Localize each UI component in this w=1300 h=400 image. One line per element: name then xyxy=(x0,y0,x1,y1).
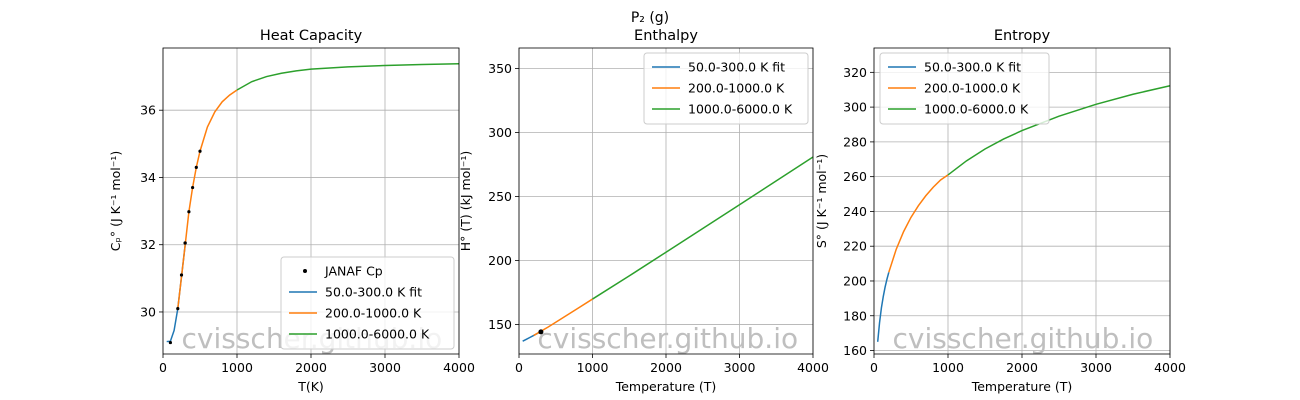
chart-title: Enthalpy xyxy=(634,28,698,44)
legend-label: 50.0-300.0 K fit xyxy=(325,285,422,300)
data-point xyxy=(176,307,180,311)
data-point xyxy=(187,210,191,214)
tick-label-x: 3000 xyxy=(1080,360,1112,375)
legend-label: 200.0-1000.0 K xyxy=(325,306,422,321)
data-point xyxy=(194,165,198,169)
series-lines xyxy=(522,156,814,342)
legend-label: 200.0-1000.0 K xyxy=(688,81,785,96)
legend: JANAF Cp 50.0-300.0 K fit 200.0-1000.0 K 10… xyxy=(280,256,455,350)
series-line-green xyxy=(236,63,460,91)
data-point xyxy=(198,149,202,153)
tick-label-x: 0 xyxy=(870,360,878,375)
data-points xyxy=(538,329,544,335)
watermark: cvisscher.github.io xyxy=(537,322,798,355)
x-axis-label: T(K) xyxy=(297,379,324,394)
y-axis-label: Cₚ° (J K⁻¹ mol⁻¹) xyxy=(108,151,123,251)
tick-label-y: 180 xyxy=(843,308,867,323)
tick-label-x: 4000 xyxy=(443,360,475,375)
legend-label: 50.0-300.0 K fit xyxy=(688,60,785,75)
figure-suptitle: P₂ (g) xyxy=(631,10,669,26)
tick-label-x: 1000 xyxy=(577,360,609,375)
x-axis-label: Temperature (T) xyxy=(971,379,1073,394)
tick-label-y: 160 xyxy=(843,343,867,358)
series-line-orange xyxy=(888,174,949,273)
series-line-green xyxy=(592,156,814,300)
watermark: cvisscher.github.io xyxy=(893,322,1154,355)
tick-label-x: 4000 xyxy=(797,360,829,375)
legend-label: 1000.0-6000.0 K xyxy=(688,102,793,117)
data-point xyxy=(179,273,184,277)
series-lines xyxy=(876,84,1171,342)
tick-label-y: 200 xyxy=(843,273,867,288)
data-point xyxy=(183,241,187,245)
tick-label-y: 320 xyxy=(843,65,867,80)
tick-label-y: 34 xyxy=(140,170,156,185)
legend-box xyxy=(280,256,455,350)
data-point xyxy=(538,329,544,335)
tick-label-y: 36 xyxy=(140,103,156,118)
tick-label-x: 0 xyxy=(515,360,523,375)
tick-label-y: 32 xyxy=(140,237,156,252)
tick-labels: 0 1000 2000 3000 4000 150 200 250 300 350 xyxy=(488,61,829,375)
tick-label-x: 4000 xyxy=(1154,360,1186,375)
legend-label: 200.0-1000.0 K xyxy=(924,81,1021,96)
tick-label-y: 260 xyxy=(843,169,867,184)
legend: 50.0-300.0 K fit 200.0-1000.0 K 1000.0-600… xyxy=(643,52,809,125)
y-axis-label: S° (J K⁻¹ mol⁻¹) xyxy=(814,154,829,248)
legend-label: JANAF Cp xyxy=(324,264,383,279)
series-line-orange xyxy=(533,298,593,337)
tick-label-x: 1000 xyxy=(932,360,964,375)
chart-title: Entropy xyxy=(994,28,1051,44)
tick-label-x: 2000 xyxy=(650,360,682,375)
legend-marker-point xyxy=(303,269,307,273)
tick-label-x: 1000 xyxy=(221,360,253,375)
legend-box xyxy=(879,52,1050,125)
tick-label-y: 200 xyxy=(488,253,512,268)
chart-panel-2: cvisscher.github.io 0 1000 2000 3000 4000 150 2… xyxy=(458,28,829,394)
legend-label: 1000.0-6000.0 K xyxy=(325,327,430,342)
tick-label-x: 3000 xyxy=(369,360,401,375)
tick-label-y: 300 xyxy=(488,125,512,140)
tick-label-y: 250 xyxy=(488,189,512,204)
series-line-green xyxy=(947,84,1171,176)
tick-labels: 0 1000 2000 3000 4000 160 180 200 220 240 260 280 30… xyxy=(843,65,1186,375)
tick-label-y: 280 xyxy=(843,134,867,149)
tick-label-x: 3000 xyxy=(724,360,756,375)
data-point xyxy=(191,185,195,190)
chart-panel-1: cvisscher.github.io010002000300040003032… xyxy=(108,28,475,394)
legend-box xyxy=(643,52,809,125)
y-axis-label: H° (T) (kJ mol⁻¹) xyxy=(458,151,473,252)
data-points xyxy=(168,149,202,345)
tick-label-y: 300 xyxy=(843,100,867,115)
series-line-blue xyxy=(876,272,890,342)
x-axis-label: Temperature (T) xyxy=(615,379,717,394)
tick-label-y: 350 xyxy=(488,61,512,76)
charts-container: cvisscher.github.io010002000300040003032… xyxy=(108,28,1186,394)
tick-label-y: 220 xyxy=(843,239,867,254)
legend-label: 1000.0-6000.0 K xyxy=(924,102,1029,117)
tick-label-x: 2000 xyxy=(1006,360,1038,375)
data-point xyxy=(168,340,172,345)
tick-label-y: 30 xyxy=(140,304,156,319)
series-line-orange xyxy=(177,89,238,309)
chart-panel-3: cvisscher.github.io 0 1000 2000 3000 4000 160 1… xyxy=(814,28,1186,394)
tick-label-x: 0 xyxy=(159,360,167,375)
tick-label-y: 240 xyxy=(843,204,867,219)
chart-title: Heat Capacity xyxy=(260,28,363,44)
tick-labels: 0 1000 2000 3000 4000 30 32 34 36 xyxy=(140,103,475,375)
tick-label-y: 150 xyxy=(488,317,512,332)
tick-label-x: 2000 xyxy=(295,360,327,375)
legend-label: 50.0-300.0 K fit xyxy=(924,60,1021,75)
legend: 50.0-300.0 K fit 200.0-1000.0 K 1000.0-600… xyxy=(879,52,1050,125)
